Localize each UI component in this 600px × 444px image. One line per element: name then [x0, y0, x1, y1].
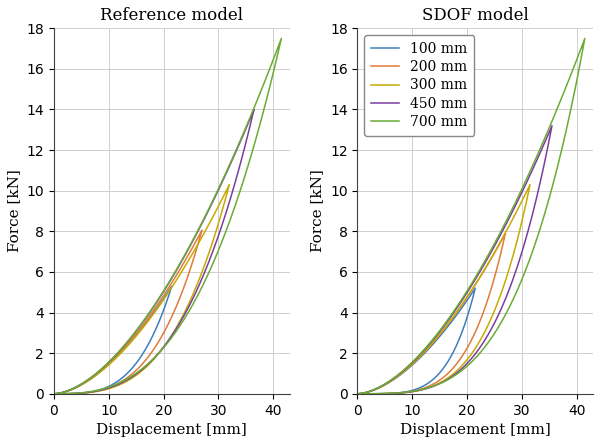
700 mm: [518, 276, 526, 281]
Legend: 100 mm, 200 mm, 300 mm, 450 mm, 700 mm: 100 mm, 200 mm, 300 mm, 450 mm, 700 mm: [364, 35, 475, 136]
100 mm: [439, 366, 446, 372]
100 mm: [368, 388, 376, 393]
100 mm: [452, 344, 460, 349]
Y-axis label: Force [kN]: Force [kN]: [310, 170, 325, 252]
300 mm: [479, 333, 486, 339]
Line: 200 mm: 200 mm: [358, 234, 505, 394]
300 mm: [375, 385, 382, 391]
X-axis label: Displacement [mm]: Displacement [mm]: [97, 423, 247, 437]
300 mm: [354, 391, 361, 396]
300 mm: [526, 182, 533, 187]
200 mm: [478, 315, 485, 321]
300 mm: [401, 390, 409, 395]
450 mm: [378, 384, 385, 389]
700 mm: [463, 364, 470, 369]
200 mm: [354, 391, 361, 396]
700 mm: [354, 391, 361, 396]
450 mm: [517, 255, 524, 260]
200 mm: [470, 333, 477, 339]
300 mm: [354, 391, 361, 396]
450 mm: [354, 391, 361, 396]
700 mm: [581, 36, 589, 41]
Line: 450 mm: 450 mm: [358, 126, 552, 394]
Title: Reference model: Reference model: [100, 7, 243, 24]
Line: 700 mm: 700 mm: [358, 39, 585, 394]
700 mm: [382, 381, 389, 386]
100 mm: [354, 391, 361, 396]
450 mm: [506, 285, 514, 290]
450 mm: [495, 313, 502, 318]
450 mm: [354, 391, 361, 396]
100 mm: [472, 285, 479, 291]
Line: 100 mm: 100 mm: [358, 288, 475, 394]
100 mm: [354, 391, 361, 396]
700 mm: [354, 391, 361, 396]
Title: SDOF model: SDOF model: [422, 7, 529, 24]
200 mm: [395, 390, 402, 396]
200 mm: [354, 391, 361, 396]
Line: 300 mm: 300 mm: [358, 185, 530, 394]
450 mm: [448, 374, 455, 380]
X-axis label: Displacement [mm]: Displacement [mm]: [400, 423, 551, 437]
200 mm: [502, 231, 509, 236]
700 mm: [544, 200, 551, 206]
200 mm: [461, 350, 468, 355]
100 mm: [386, 391, 394, 396]
100 mm: [410, 387, 418, 392]
300 mm: [499, 289, 506, 294]
300 mm: [437, 380, 444, 385]
100 mm: [446, 356, 454, 361]
450 mm: [407, 389, 415, 394]
300 mm: [489, 312, 496, 317]
200 mm: [372, 387, 379, 392]
700 mm: [532, 239, 539, 245]
700 mm: [416, 387, 424, 392]
200 mm: [425, 384, 432, 389]
Y-axis label: Force [kN]: Force [kN]: [7, 170, 21, 252]
450 mm: [548, 123, 556, 128]
